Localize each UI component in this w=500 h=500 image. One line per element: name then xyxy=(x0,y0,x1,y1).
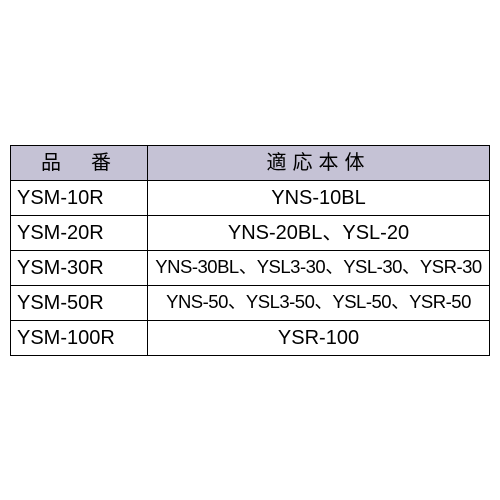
cell-compatible-body: YNS-30BL、YSL3-30、YSL-30、YSR-30 xyxy=(148,250,490,285)
cell-part-number: YSM-10R xyxy=(11,180,148,215)
cell-part-number: YSM-30R xyxy=(11,250,148,285)
cell-part-number: YSM-20R xyxy=(11,215,148,250)
cell-part-number: YSM-100R xyxy=(11,320,148,355)
compatibility-table-container: 品番 適応本体 YSM-10R YNS-10BL YSM-20R YNS-20B… xyxy=(10,145,490,356)
column-header-compatible-body: 適応本体 xyxy=(148,145,490,180)
table-header-row: 品番 適応本体 xyxy=(11,145,490,180)
column-header-part-number: 品番 xyxy=(11,145,148,180)
compatibility-table: 品番 適応本体 YSM-10R YNS-10BL YSM-20R YNS-20B… xyxy=(10,145,490,356)
cell-compatible-body: YNS-10BL xyxy=(148,180,490,215)
cell-compatible-body: YNS-20BL、YSL-20 xyxy=(148,215,490,250)
cell-compatible-body: YNS-50、YSL3-50、YSL-50、YSR-50 xyxy=(148,285,490,320)
table-row: YSM-100R YSR-100 xyxy=(11,320,490,355)
cell-part-number: YSM-50R xyxy=(11,285,148,320)
cell-compatible-body: YSR-100 xyxy=(148,320,490,355)
table-row: YSM-10R YNS-10BL xyxy=(11,180,490,215)
table-row: YSM-50R YNS-50、YSL3-50、YSL-50、YSR-50 xyxy=(11,285,490,320)
table-row: YSM-20R YNS-20BL、YSL-20 xyxy=(11,215,490,250)
table-row: YSM-30R YNS-30BL、YSL3-30、YSL-30、YSR-30 xyxy=(11,250,490,285)
